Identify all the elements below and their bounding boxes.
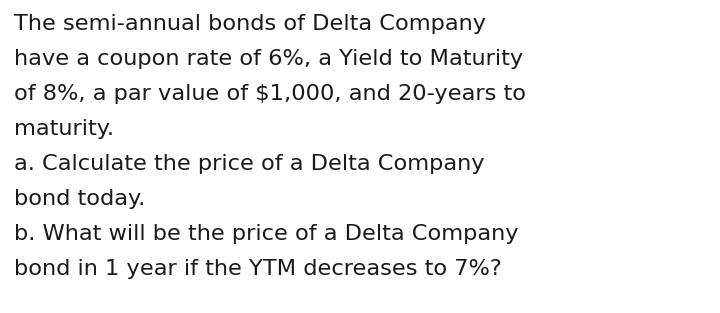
Text: of 8%, a par value of $1,000, and 20-years to: of 8%, a par value of $1,000, and 20-yea… <box>14 84 526 104</box>
Text: b. What will be the price of a Delta Company: b. What will be the price of a Delta Com… <box>14 224 518 244</box>
Text: The semi-annual bonds of Delta Company: The semi-annual bonds of Delta Company <box>14 14 486 34</box>
Text: bond today.: bond today. <box>14 189 145 209</box>
Text: bond in 1 year if the YTM decreases to 7%?: bond in 1 year if the YTM decreases to 7… <box>14 259 502 279</box>
Text: a. Calculate the price of a Delta Company: a. Calculate the price of a Delta Compan… <box>14 154 485 174</box>
Text: have a coupon rate of 6%, a Yield to Maturity: have a coupon rate of 6%, a Yield to Mat… <box>14 49 523 69</box>
Text: maturity.: maturity. <box>14 119 114 139</box>
